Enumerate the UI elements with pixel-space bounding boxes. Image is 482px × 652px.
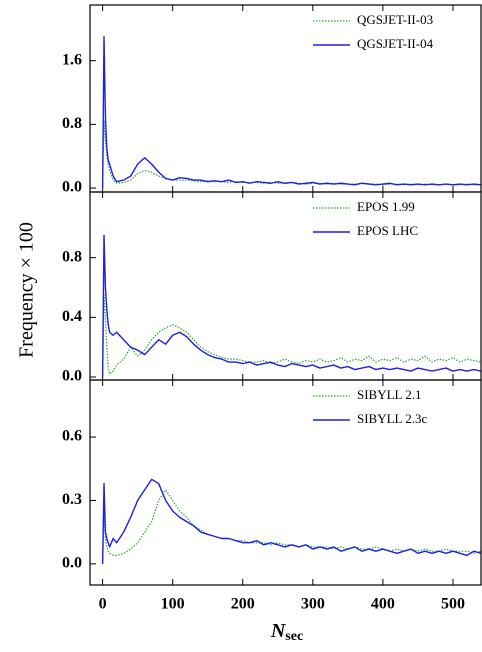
series-line (102, 489, 481, 564)
legend-label: EPOS LHC (357, 223, 418, 238)
y-tick-label: 0.0 (62, 179, 82, 196)
y-axis-label: Frequency × 100 (16, 222, 38, 358)
x-axis-label: Nsec (270, 620, 303, 645)
legend-label: EPOS 1.99 (357, 199, 415, 214)
x-tick-label: 400 (371, 596, 395, 613)
x-tick-label: 0 (99, 596, 107, 613)
legend-label: QGSJET-II-03 (357, 12, 433, 27)
y-tick-label: 0.4 (62, 308, 82, 325)
x-tick-label: 100 (161, 596, 185, 613)
x-axis-label-main: N (270, 620, 287, 642)
panel-frame (89, 191, 482, 381)
panel-frame (89, 4, 482, 193)
y-tick-label: 0.3 (62, 491, 82, 508)
series-line (101, 36, 481, 189)
legend-label: QGSJET-II-04 (357, 36, 434, 51)
y-tick-label: 0.6 (62, 428, 82, 445)
y-tick-label: 0.0 (62, 555, 82, 572)
y-tick-label: 0.0 (62, 368, 82, 385)
x-tick-label: 500 (441, 596, 465, 613)
series-line (102, 294, 481, 378)
panel-frame (89, 379, 482, 586)
series-line (101, 478, 481, 564)
y-tick-label: 0.8 (62, 248, 82, 265)
x-tick-label: 200 (231, 596, 255, 613)
legend-label: SIBYLL 2.1 (357, 387, 422, 402)
legend-label: SIBYLL 2.3c (357, 411, 428, 426)
y-tick-label: 0.8 (62, 115, 82, 132)
x-tick-label: 300 (301, 596, 325, 613)
y-tick-label: 1.6 (62, 51, 82, 68)
series-line (102, 119, 481, 189)
series-line (101, 234, 481, 378)
x-axis-label-sub: sec (285, 629, 303, 644)
